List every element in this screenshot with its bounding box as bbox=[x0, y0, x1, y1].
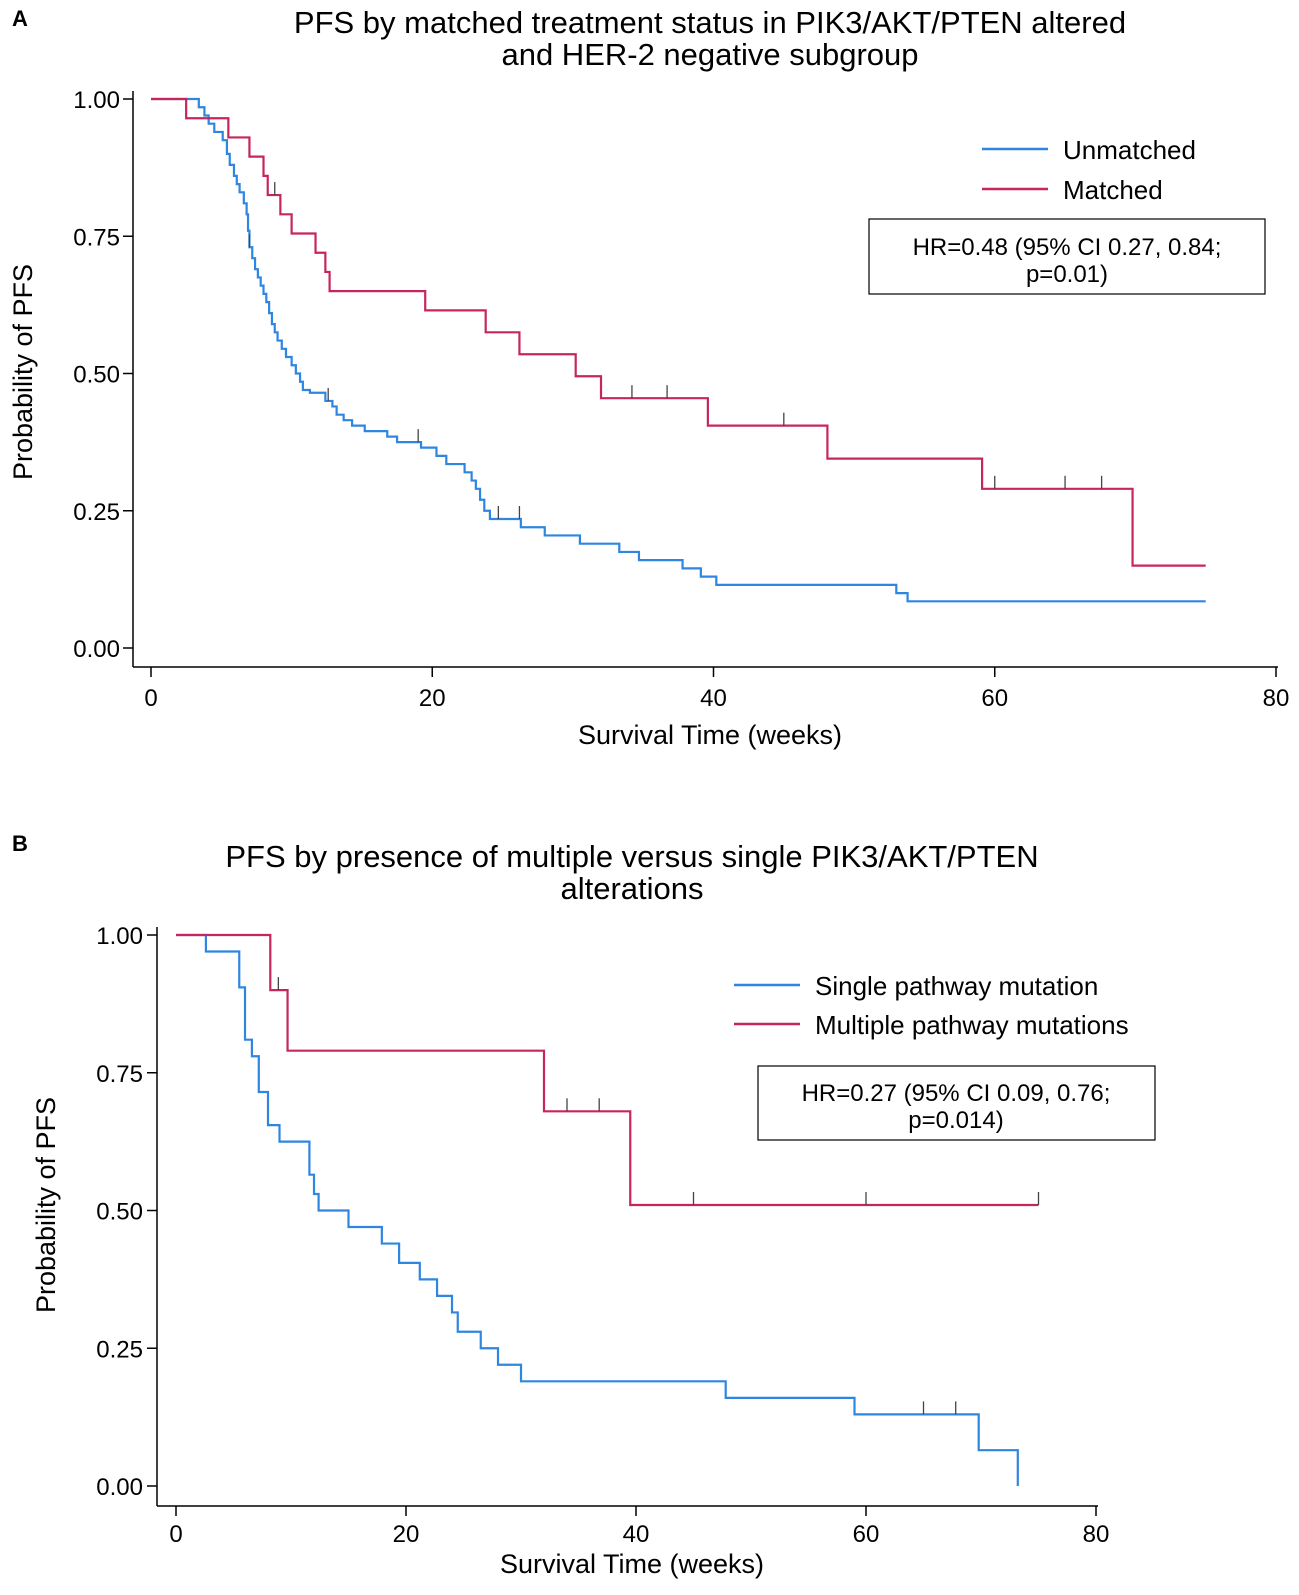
legend-a-matched-label: Matched bbox=[1063, 175, 1163, 205]
chart-a-y-tick-label: 0.75 bbox=[73, 224, 120, 251]
chart-a-x-axis-title: Survival Time (weeks) bbox=[578, 720, 842, 750]
chart-b-y-tick-label: 0.50 bbox=[96, 1199, 143, 1226]
chart-a-x-tick-label: 0 bbox=[144, 685, 157, 712]
chart-b-y-tick-label: 0.75 bbox=[96, 1061, 143, 1088]
chart-b-hr-text-line-2: p=0.014) bbox=[908, 1107, 1003, 1134]
km-curve-unmatched bbox=[151, 97, 1206, 603]
chart-a-hr-text-line-2: p=0.01) bbox=[1026, 261, 1108, 288]
km-curve-multiple-pathway-mutations bbox=[176, 933, 1039, 1207]
chart-a-y-tick-label: 0.50 bbox=[73, 362, 120, 389]
chart-b-x-tick-label: 80 bbox=[1083, 1521, 1110, 1548]
chart-b-title-line-2: alterations bbox=[560, 871, 703, 906]
chart-a-y-tick-label: 0.25 bbox=[73, 499, 120, 526]
chart-a-y-tick-label: 1.00 bbox=[73, 87, 120, 114]
chart-a-x-tick-label: 40 bbox=[700, 685, 727, 712]
chart-b-y-tick-label: 0.00 bbox=[96, 1474, 143, 1501]
chart-b-y-axis-title: Probability of PFS bbox=[31, 1097, 61, 1313]
panel-a-letter: A bbox=[12, 6, 28, 31]
chart-b-title-line-1: PFS by presence of multiple versus singl… bbox=[225, 839, 1038, 874]
chart-a-y-tick-label: 0.00 bbox=[73, 636, 120, 663]
chart-b-hr-text-line-1: HR=0.27 (95% CI 0.09, 0.76; bbox=[802, 1080, 1111, 1107]
panel-a-chart: A PFS by matched treatment status in PIK… bbox=[8, 5, 1289, 750]
chart-b-x-tick-label: 40 bbox=[623, 1521, 650, 1548]
chart-a-hr-box bbox=[868, 218, 1266, 295]
chart-b-hr-box bbox=[757, 1065, 1156, 1141]
chart-b-x-tick-label: 20 bbox=[393, 1521, 420, 1548]
chart-a-x-tick-label: 80 bbox=[1263, 685, 1290, 712]
km-curve-matched bbox=[151, 97, 1206, 567]
panel-b-letter: B bbox=[12, 831, 28, 856]
chart-a-x-tick-label: 60 bbox=[981, 685, 1008, 712]
chart-b-y-tick-label: 1.00 bbox=[96, 923, 143, 950]
legend-a-unmatched-label: Unmatched bbox=[1063, 135, 1196, 165]
chart-a-hr-text-line-1: HR=0.48 (95% CI 0.27, 0.84; bbox=[913, 234, 1222, 261]
legend-b-single-label: Single pathway mutation bbox=[815, 971, 1098, 1001]
chart-a-x-tick-label: 20 bbox=[419, 685, 446, 712]
chart-b-x-tick-label: 60 bbox=[853, 1521, 880, 1548]
chart-b-x-axis-title: Survival Time (weeks) bbox=[500, 1549, 764, 1579]
chart-a-title-line-2: and HER-2 negative subgroup bbox=[501, 37, 918, 72]
chart-a-title-line-1: PFS by matched treatment status in PIK3/… bbox=[294, 5, 1126, 40]
legend-b-multiple-label: Multiple pathway mutations bbox=[815, 1010, 1129, 1040]
km-curve-single-pathway-mutation bbox=[176, 933, 1019, 1486]
chart-b-x-tick-label: 0 bbox=[169, 1521, 182, 1548]
panel-b-chart: B PFS by presence of multiple versus sin… bbox=[12, 831, 1156, 1579]
chart-b-y-tick-label: 0.25 bbox=[96, 1336, 143, 1363]
chart-a-y-axis-title: Probability of PFS bbox=[8, 264, 38, 480]
